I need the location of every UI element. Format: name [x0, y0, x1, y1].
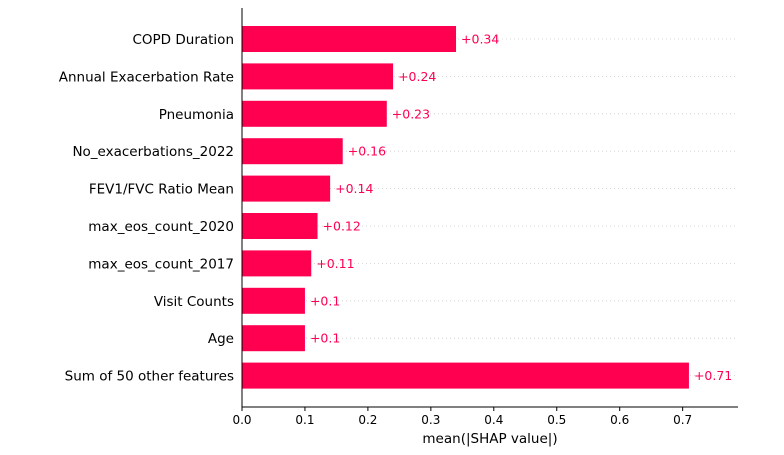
- bar: [242, 63, 394, 90]
- category-label: Sum of 50 other features: [65, 369, 234, 385]
- bar: [242, 325, 305, 352]
- value-label: +0.71: [694, 368, 732, 383]
- bars: [242, 26, 689, 389]
- x-axis-title: mean(|SHAP value|): [422, 431, 557, 447]
- value-label: +0.16: [348, 144, 386, 159]
- value-label: +0.1: [310, 293, 340, 308]
- x-tick-label: 0.2: [358, 413, 377, 427]
- x-tick-label: 0.4: [484, 413, 503, 427]
- row-guides: [242, 38, 738, 377]
- category-label: Visit Counts: [154, 294, 234, 310]
- value-label: +0.12: [323, 219, 361, 234]
- category-label: COPD Duration: [132, 32, 234, 48]
- bar: [242, 138, 343, 165]
- bar: [242, 362, 689, 389]
- x-tick-label: 0.7: [673, 413, 692, 427]
- value-label: +0.23: [392, 106, 430, 121]
- value-label: +0.11: [316, 256, 354, 271]
- bar: [242, 287, 305, 314]
- category-label: max_eos_count_2020: [88, 219, 234, 235]
- x-axis-ticks: 0.0 0.1 0.2 0.3 0.4 0.5 0.6 0.7: [232, 407, 692, 427]
- category-label: max_eos_count_2017: [88, 256, 234, 272]
- bar: [242, 213, 318, 239]
- x-tick-label: 0.5: [547, 413, 566, 427]
- category-label: Annual Exacerbation Rate: [59, 69, 234, 85]
- category-label: Age: [208, 331, 234, 347]
- value-label: +0.1: [310, 331, 340, 346]
- value-label: +0.14: [335, 181, 373, 196]
- x-tick-label: 0.1: [295, 413, 314, 427]
- category-label: FEV1/FVC Ratio Mean: [89, 182, 234, 198]
- bar: [242, 250, 312, 277]
- x-tick-label: 0.0: [232, 413, 251, 427]
- category-label: Pneumonia: [159, 107, 234, 123]
- value-label: +0.34: [461, 32, 499, 47]
- bar: [242, 26, 457, 52]
- bar: [242, 100, 387, 127]
- category-labels: COPD Duration Annual Exacerbation Rate Pne…: [59, 32, 234, 385]
- category-label: No_exacerbations_2022: [72, 144, 234, 160]
- bar: [242, 175, 331, 202]
- x-tick-label: 0.6: [610, 413, 629, 427]
- x-tick-label: 0.3: [421, 413, 440, 427]
- value-labels: +0.34 +0.24 +0.23 +0.16 +0.14 +0.12 +0.11 +0.1 +…: [310, 32, 732, 384]
- value-label: +0.24: [398, 69, 436, 84]
